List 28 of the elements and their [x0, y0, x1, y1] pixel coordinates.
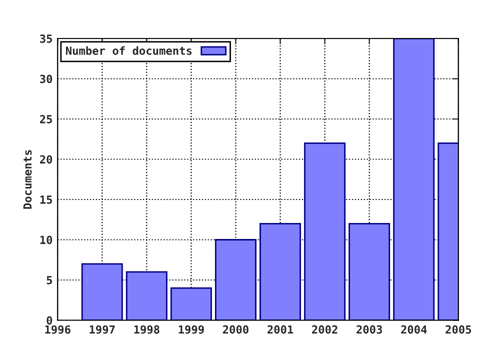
y-tick-label: 20	[40, 155, 52, 164]
y-tick-label: 5	[46, 276, 52, 284]
x-tick-label: 2004	[401, 325, 427, 334]
x-tick-label: 1997	[90, 325, 115, 334]
x-tick-label: 1999	[178, 325, 204, 334]
x-tick-label: 2001	[268, 325, 294, 334]
y-tick-label: 30	[40, 74, 52, 84]
x-tick-label: 2000	[222, 325, 248, 334]
y-tick-label: 15	[40, 196, 52, 204]
bar	[348, 222, 390, 320]
bar	[304, 142, 346, 320]
bar	[393, 38, 435, 320]
x-tick-label: 2002	[312, 325, 338, 334]
bar	[215, 239, 256, 320]
y-tick-label: 25	[40, 114, 52, 124]
y-tick-label: 35	[40, 34, 52, 43]
y-tick-label: 10	[40, 236, 52, 244]
x-tick-label: 2005	[446, 325, 472, 334]
bar	[126, 271, 168, 320]
y-axis-title: Documents	[23, 150, 32, 209]
x-tick-label: 1996	[45, 325, 70, 334]
bar	[260, 222, 301, 320]
bar	[170, 287, 212, 320]
bar	[81, 263, 123, 320]
x-tick-label: 1998	[134, 325, 160, 334]
legend-label: Number of documents	[66, 46, 192, 55]
x-tick-label: 2003	[356, 325, 382, 334]
y-tick-label: 0	[46, 316, 52, 325]
